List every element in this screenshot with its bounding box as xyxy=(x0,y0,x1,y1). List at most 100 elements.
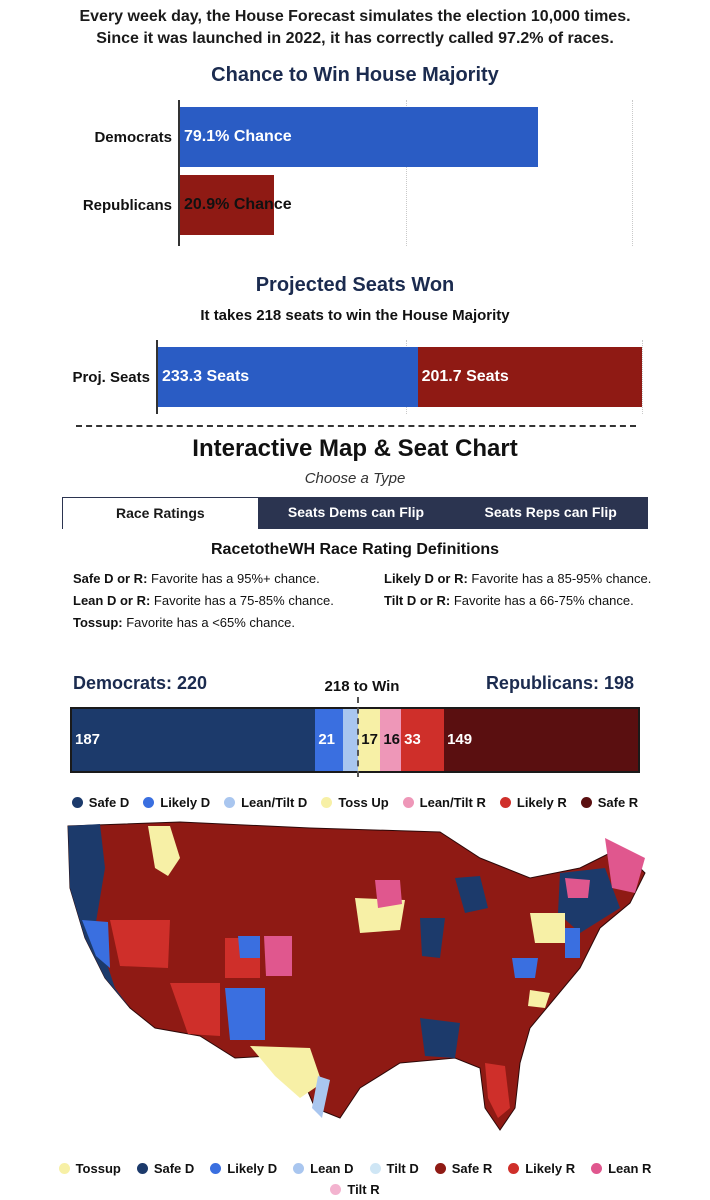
legend-item: Lean/Tilt D xyxy=(224,795,307,810)
seats-chart-title: Projected Seats Won xyxy=(255,274,455,296)
legend-item: Toss Up xyxy=(321,795,389,810)
rep-chance-bar: 20.9% Chance xyxy=(180,175,292,235)
legend-dot-icon xyxy=(71,797,83,808)
legend-item: Lean/Tilt R xyxy=(402,795,486,810)
definition-text: Favorite has a 75-85% chance. xyxy=(150,593,334,608)
rep-chance-label: 20.9% Chance xyxy=(184,196,292,213)
map-maine-lean-r xyxy=(605,838,645,893)
map-wisconsin-lean-r xyxy=(375,880,402,908)
map-colorado-likely-d xyxy=(238,936,260,958)
map-north-carolina-tossup xyxy=(528,990,550,1008)
seat-segment-likely-d[interactable]: 21 xyxy=(315,709,343,771)
map-colorado-lean-r xyxy=(264,936,292,976)
legend-label: Likely D xyxy=(160,795,211,810)
legend-item: Safe D xyxy=(136,1161,195,1176)
map-pennsylvania-tossup xyxy=(530,913,565,943)
legend-item: Likely R xyxy=(508,1161,575,1176)
intro-line-2: Since it was launched in 2022, it has co… xyxy=(96,30,614,47)
dem-chance-bar: 79.1% Chance xyxy=(180,107,538,167)
legend-item: Tilt R xyxy=(330,1182,380,1197)
dem-chance-label: 79.1% Chance xyxy=(184,128,292,145)
legend-label: Lean/Tilt D xyxy=(241,795,308,810)
legend-label: Safe D xyxy=(88,795,130,810)
type-tabs: Race Ratings Seats Dems can Flip Seats R… xyxy=(62,497,649,529)
legend-item: Safe R xyxy=(434,1161,492,1176)
seat-segment-safe-d[interactable]: 187 xyxy=(72,709,316,771)
map-florida-likely-r xyxy=(485,1063,510,1118)
y-axis xyxy=(178,100,180,246)
us-map-svg xyxy=(67,821,646,1131)
definitions-title: RacetotheWH Race Rating Definitions xyxy=(210,541,500,558)
us-map[interactable] xyxy=(60,818,660,1138)
map-texas-tossup xyxy=(250,1046,322,1098)
seats-chart-subtitle: It takes 218 seats to win the House Majo… xyxy=(200,307,510,324)
legend-label: Tilt D xyxy=(386,1161,419,1176)
grid-line xyxy=(406,100,407,246)
tab-race-ratings[interactable]: Race Ratings xyxy=(62,497,259,529)
legend-dot-icon xyxy=(434,1163,446,1174)
map-new-york-lean-r xyxy=(565,878,590,898)
y-axis xyxy=(156,340,158,414)
definition-text: Favorite has a 95%+ chance. xyxy=(147,571,320,586)
seat-segment-safe-r[interactable]: 149 xyxy=(444,709,638,771)
legend-label: Likely D xyxy=(227,1161,278,1176)
legend-label: Safe D xyxy=(153,1161,195,1176)
interactive-title: Interactive Map & Seat Chart xyxy=(192,435,518,462)
legend-dot-icon xyxy=(369,1163,381,1174)
legend-item: Safe D xyxy=(71,795,130,810)
map-west-coast xyxy=(68,824,130,1008)
legend-dot-icon xyxy=(580,797,592,808)
dem-row-label: Democrats xyxy=(94,129,172,146)
rating-legend: Safe D Likely D Lean/Tilt D Toss Up Lean/Til… xyxy=(0,795,710,810)
rep-seats-label: 201.7 Seats xyxy=(421,368,509,385)
legend-item: Likely D xyxy=(143,795,210,810)
definition-key: Tilt D or R: xyxy=(384,593,451,608)
legend-label: Tilt R xyxy=(347,1182,380,1197)
legend-item: Likely R xyxy=(499,795,567,810)
definition-key: Safe D or R: xyxy=(73,571,148,586)
legend-item: Lean R xyxy=(591,1161,651,1176)
legend-dot-icon xyxy=(402,797,414,808)
seat-segment-lean-tilt-r[interactable]: 16 xyxy=(380,709,402,771)
legend-label: Tossup xyxy=(75,1161,121,1176)
map-arizona-likely-r xyxy=(170,983,220,1036)
map-land-base xyxy=(67,821,646,1131)
grid-line xyxy=(632,100,633,246)
definition-lean: Lean D or R: Favorite has a 75-85% chanc… xyxy=(73,593,334,608)
definition-text: Favorite has a 66-75% chance. xyxy=(450,593,634,608)
seat-segment-likely-r[interactable]: 33 xyxy=(401,709,445,771)
section-divider xyxy=(76,425,636,427)
grid-line xyxy=(642,340,643,414)
choose-type-text: Choose a Type xyxy=(304,470,406,487)
definition-text: Favorite has a 85-95% chance. xyxy=(467,571,652,586)
win-threshold-line xyxy=(357,697,359,777)
legend-label: Likely R xyxy=(516,795,567,810)
map-midwest-safe-d xyxy=(420,918,445,958)
map-southeast-safe-d xyxy=(420,1018,460,1058)
definition-safe: Safe D or R: Favorite has a 95%+ chance. xyxy=(73,571,320,586)
intro-text: Every week day, the House Forecast simul… xyxy=(0,6,710,50)
legend-dot-icon xyxy=(499,797,511,808)
rep-row-label: Republicans xyxy=(82,197,172,214)
map-legend: Tossup Safe D Likely D Lean D Tilt D Safe R Li… xyxy=(40,1161,670,1197)
legend-dot-icon xyxy=(591,1163,603,1174)
tab-seats-dems-can-flip[interactable]: Seats Dems can Flip xyxy=(258,497,454,529)
legend-label: Lean/Tilt R xyxy=(419,795,486,810)
legend-dot-icon xyxy=(293,1163,305,1174)
win-threshold-label: 218 to Win xyxy=(324,678,400,695)
legend-label: Lean R xyxy=(608,1161,652,1176)
intro-line-1: Every week day, the House Forecast simul… xyxy=(79,8,631,25)
seat-segment-toss-up[interactable]: 17 xyxy=(358,709,381,771)
definition-likely: Likely D or R: Favorite has a 85-95% cha… xyxy=(384,571,651,586)
legend-label: Toss Up xyxy=(338,795,389,810)
definition-key: Tossup: xyxy=(73,615,123,630)
tab-seats-reps-can-flip[interactable]: Seats Reps can Flip xyxy=(453,497,649,529)
map-idaho-tossup xyxy=(148,826,180,876)
legend-label: Safe R xyxy=(597,795,639,810)
definition-text: Favorite has a <65% chance. xyxy=(122,615,295,630)
map-virginia-likely-d xyxy=(512,958,538,978)
legend-item: Tossup xyxy=(58,1161,121,1176)
legend-dot-icon xyxy=(143,797,155,808)
seat-segment-lean-tilt-d[interactable] xyxy=(342,709,359,771)
map-michigan-safe-d xyxy=(455,876,488,913)
